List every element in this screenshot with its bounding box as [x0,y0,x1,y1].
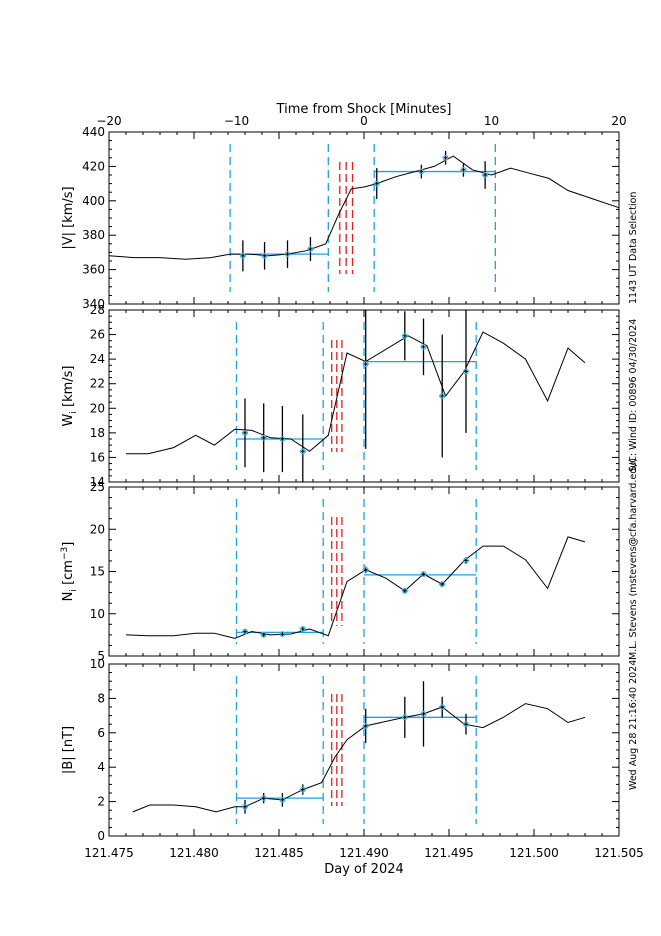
measurement-marker [439,581,446,588]
measurement-marker [420,343,427,350]
bottom-axis-tick-label: 121.480 [169,846,219,860]
y-tick-label: 28 [90,303,105,317]
measurement-marker [239,252,246,259]
measurement-marker [261,252,268,259]
bottom-axis-tick-label: 121.490 [339,846,389,860]
y-tick-label: 360 [82,263,105,277]
y-tick-label: 10 [90,657,105,671]
side-note-3: M.L. Stevens (mstevens@cfa.harvard.edu) [628,458,639,660]
side-note-1: 1143 UT Data Selection [628,192,639,304]
y-axis-label: Ni [cm−3] [60,542,79,602]
data-series-line [132,703,586,813]
measurement-marker [418,168,425,175]
y-tick-label: 340 [82,297,105,311]
top-axis-tick-label: −20 [96,114,121,128]
measurement-marker [242,803,248,810]
bottom-axis-tick-label: 121.485 [254,846,304,860]
y-tick-label: 20 [90,401,105,415]
top-axis-tick-label: 20 [611,114,626,128]
svg-text:S/C: Wind ID: 00896 04/30/2024: S/C: Wind ID: 00896 04/30/2024 [628,319,639,472]
measurement-marker [362,566,369,573]
data-series-line [126,331,586,455]
measurement-marker [463,368,469,375]
y-tick-label: 6 [97,726,105,740]
panel-magnetic-field: 0 2 4 6 8 10 |B| [nT] [61,657,620,843]
measurement-marker [260,795,267,802]
measurement-marker [284,251,291,258]
measurement-marker [362,723,369,729]
side-note-4: Wed Aug 28 21:16:40 2024 [628,660,639,790]
y-tick-label: 15 [90,565,105,579]
y-tick-label: 20 [90,522,105,536]
y-tick-label: 10 [90,607,105,621]
measurement-marker [401,332,408,339]
measurement-marker [463,557,469,564]
y-tick-label: 8 [97,691,105,705]
y-axis-label: |B| [nT] [61,726,76,774]
y-tick-label: 0 [97,829,105,843]
top-axis-tick-label: 0 [360,114,368,128]
data-series-line [125,536,586,639]
measurement-marker [242,628,248,635]
y-tick-label: 5 [97,649,105,663]
measurement-marker [439,704,446,710]
bottom-axis-tick-label: 121.475 [84,846,134,860]
y-axis-label: |V| [km/s] [61,186,76,249]
measurement-marker [401,588,408,594]
measurement-marker [420,571,427,577]
measurement-marker [401,714,408,721]
measurement-marker [299,448,306,455]
measurement-marker [279,436,286,442]
measurement-marker [307,246,314,252]
measurement-marker [299,786,306,793]
y-tick-label: 24 [90,352,105,366]
measurement-marker [242,429,248,436]
y-tick-label: 18 [90,426,105,440]
measurement-marker [362,361,369,367]
y-tick-label: 25 [90,480,105,494]
y-tick-label: 26 [90,328,105,342]
measurement-marker [279,796,286,803]
measurement-marker [420,710,427,717]
y-tick-label: 14 [90,475,105,489]
y-tick-label: 400 [82,194,105,208]
panel-thermal-speed: 14 16 18 20 22 24 26 28 Wi [km/s] [61,303,620,489]
y-tick-label: 380 [82,228,105,242]
top-axis-tick-label: −10 [224,114,249,128]
measurement-marker [439,393,446,399]
measurement-marker [260,434,267,441]
side-note-2: S/C: Wind ID: 00896 04/30/2024 [628,319,639,472]
measurement-marker [373,180,380,187]
svg-text:Wed Aug 28 21:16:40 2024: Wed Aug 28 21:16:40 2024 [628,660,639,790]
measurement-marker [460,166,467,173]
measurement-marker [279,631,286,637]
measurement-marker [463,721,469,728]
top-axis-title: Time from Shock [Minutes] [276,102,452,117]
top-axis-tick-label: 10 [484,114,499,128]
y-tick-label: 440 [82,125,105,139]
panel-density: 5 10 15 20 25 Ni [cm−3] [60,480,620,663]
measurement-marker [442,154,449,161]
measurement-marker [260,631,267,638]
y-tick-label: 16 [90,450,105,464]
svg-text:1143 UT Data Selection: 1143 UT Data Selection [628,192,639,304]
bottom-axis-tick-label: 121.500 [509,846,559,860]
bottom-axis-title: Day of 2024 [324,862,404,877]
svg-text:M.L. Stevens (mstevens@cfa.har: M.L. Stevens (mstevens@cfa.harvard.edu) [628,458,639,660]
y-tick-label: 22 [90,377,105,391]
y-tick-label: 420 [82,159,105,173]
y-tick-label: 4 [97,760,105,774]
y-tick-label: 2 [97,795,105,809]
bottom-axis-tick-label: 121.505 [594,846,644,860]
panel-velocity: 340 360 380 400 420 440 |V| [km/s] [61,125,620,311]
data-series-line [108,155,620,260]
y-axis-label: Wi [km/s] [61,366,79,427]
measurement-marker [299,626,306,632]
measurement-marker [482,172,489,178]
bottom-axis-tick-label: 121.495 [424,846,474,860]
